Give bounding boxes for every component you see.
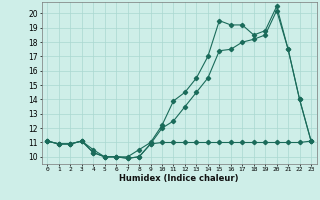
X-axis label: Humidex (Indice chaleur): Humidex (Indice chaleur) [119,174,239,183]
